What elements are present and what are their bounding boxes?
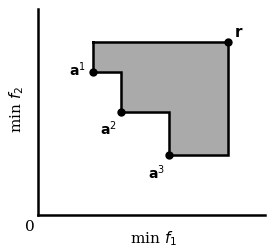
Polygon shape	[93, 42, 228, 156]
Text: min $f_1$: min $f_1$	[130, 229, 177, 248]
Text: 0: 0	[25, 220, 34, 234]
Text: $\mathbf{a}^3$: $\mathbf{a}^3$	[148, 164, 165, 182]
Text: $\mathbf{a}^2$: $\mathbf{a}^2$	[100, 120, 117, 138]
Text: $\mathbf{a}^1$: $\mathbf{a}^1$	[70, 61, 86, 79]
Text: min $f_2$: min $f_2$	[7, 86, 25, 133]
Text: $\mathbf{r}$: $\mathbf{r}$	[234, 26, 244, 40]
